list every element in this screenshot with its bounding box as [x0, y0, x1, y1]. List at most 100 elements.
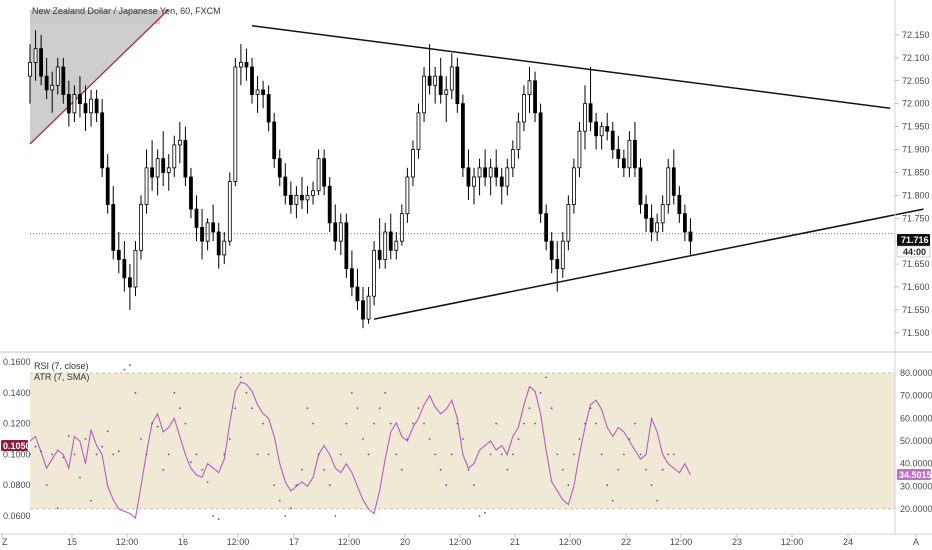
atr-dot: [589, 407, 592, 410]
atr-dot: [34, 445, 37, 448]
atr-dot: [79, 476, 81, 479]
candle-body: [161, 158, 166, 173]
candle-body: [44, 75, 49, 91]
price-tick-label: 72.000: [902, 99, 930, 109]
atr-dot: [445, 484, 448, 487]
candle-body: [205, 222, 210, 242]
atr-dot: [184, 422, 187, 425]
price-pane[interactable]: [28, 9, 924, 329]
candle-body: [638, 167, 643, 205]
atr-tick-label: 0.0800: [3, 480, 31, 490]
atr-dot: [617, 468, 620, 471]
rsi-tick-label: 70.0000: [900, 391, 932, 401]
rsi-label: RSI (7, close): [34, 361, 89, 371]
atr-dot: [545, 376, 548, 379]
atr-dot: [556, 453, 559, 456]
candle-body: [566, 204, 571, 242]
candle-body: [399, 213, 404, 242]
candle-body: [277, 158, 282, 178]
candle-body: [200, 227, 204, 242]
atr-dot: [123, 368, 126, 371]
candle-body: [499, 176, 504, 187]
candle-body: [422, 75, 426, 114]
atr-dot: [523, 422, 525, 425]
indicator-axis[interactable]: 80.0000 70.0000 60.0000 50.0000 40.0000 30.00…: [3, 357, 932, 521]
candle-body: [222, 240, 227, 256]
atr-dot: [622, 453, 625, 456]
time-tick-label: 22: [621, 537, 631, 547]
atr-dot: [634, 422, 636, 425]
atr-dot: [151, 422, 154, 425]
candle-body: [677, 194, 682, 215]
time-axis[interactable]: Z 15 12:00 16 12:00 17 12:00 20 12:00 21 12:00 22 12…: [1, 534, 919, 547]
atr-dot: [484, 512, 486, 514]
last-price-value: 71.716: [901, 235, 929, 245]
atr-dot: [661, 468, 664, 471]
atr-dot: [256, 453, 259, 456]
price-tick-label: 71.500: [902, 328, 930, 338]
atr-dot: [384, 391, 387, 394]
atr-dot: [62, 456, 65, 459]
candle-body: [155, 158, 160, 178]
atr-dot: [573, 453, 575, 456]
candle-body: [194, 208, 199, 228]
candle-body: [666, 167, 671, 205]
atr-dot: [606, 484, 609, 487]
atr-dot: [106, 430, 109, 433]
atr-dot: [367, 453, 370, 456]
atr-dot: [500, 453, 503, 456]
candle-body: [605, 126, 610, 132]
candle-body: [127, 277, 132, 288]
atr-dot: [112, 453, 115, 456]
last-price-tag: 71.716 44:00: [896, 234, 931, 258]
candle-body: [494, 167, 499, 178]
candle-body: [33, 48, 38, 63]
candle-body: [244, 62, 249, 68]
atr-dot: [645, 468, 647, 471]
atr-tick-label: 0.1200: [3, 419, 31, 429]
candle-body: [233, 66, 238, 182]
rsi-tick-label: 60.0000: [900, 413, 932, 423]
atr-dot: [178, 407, 181, 410]
indicator-pane[interactable]: [29, 364, 895, 520]
atr-dot: [378, 407, 381, 410]
atr-dot: [539, 391, 542, 394]
atr-dot: [517, 438, 520, 440]
atr-dot: [328, 484, 331, 487]
candle-body: [688, 231, 693, 242]
candle-body: [183, 139, 188, 178]
atr-dot: [534, 422, 536, 425]
time-tick-label: 12:00: [670, 537, 693, 547]
candle-body: [83, 103, 88, 114]
atr-dot: [462, 438, 464, 440]
candle-body: [405, 176, 410, 215]
candle-body: [177, 139, 182, 146]
rsi-tick-label: 40.0000: [900, 459, 932, 469]
candle-body: [522, 94, 526, 123]
atr-dot: [351, 391, 353, 394]
candle-body: [455, 66, 460, 105]
candle-body: [372, 249, 377, 297]
candle-body: [533, 80, 537, 114]
candle-body: [283, 176, 288, 196]
candle-body: [527, 80, 532, 95]
price-tick-label: 71.850: [902, 167, 930, 177]
atr-dot: [672, 453, 675, 456]
atr-dot: [129, 364, 131, 366]
candle-body: [627, 139, 632, 169]
candle-body: [322, 158, 327, 187]
price-tick-label: 71.550: [902, 305, 930, 315]
candle-body: [488, 167, 493, 178]
atr-dot: [317, 453, 320, 456]
candle-body: [616, 149, 621, 160]
atr-dot: [262, 422, 264, 425]
atr-dot: [406, 438, 409, 440]
atr-dot: [212, 515, 215, 517]
atr-dot: [289, 507, 292, 510]
atr-dot: [511, 453, 514, 456]
atr-dot: [395, 453, 398, 456]
atr-dot: [450, 453, 453, 456]
candle-body: [89, 98, 93, 114]
atr-dot: [306, 407, 309, 410]
